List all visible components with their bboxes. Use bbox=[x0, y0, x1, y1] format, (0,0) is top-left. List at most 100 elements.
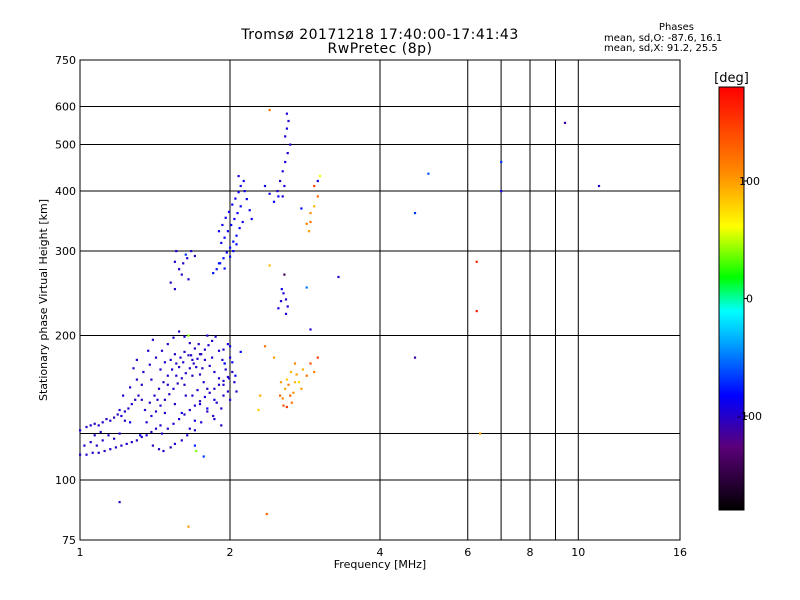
colorbar-tick-label: 0 bbox=[746, 293, 753, 306]
data-point bbox=[212, 414, 215, 418]
data-point bbox=[114, 446, 117, 449]
data-point bbox=[283, 184, 286, 188]
data-point bbox=[103, 449, 106, 453]
data-point bbox=[203, 358, 206, 361]
data-point bbox=[226, 375, 229, 379]
data-point bbox=[101, 439, 104, 442]
data-point bbox=[427, 172, 430, 175]
phase-o-stats: mean, sd,O: -87.6, 16.1 bbox=[604, 33, 723, 44]
data-point bbox=[257, 408, 260, 412]
data-point bbox=[597, 184, 601, 188]
data-point bbox=[120, 414, 123, 418]
data-point bbox=[212, 272, 215, 275]
data-point bbox=[500, 160, 503, 164]
data-point bbox=[150, 430, 153, 434]
data-point bbox=[229, 356, 232, 359]
data-point bbox=[307, 230, 311, 233]
data-point bbox=[237, 191, 240, 194]
data-point bbox=[172, 422, 175, 425]
data-point bbox=[215, 268, 218, 271]
data-point bbox=[159, 404, 162, 407]
data-point bbox=[132, 367, 135, 370]
data-point bbox=[231, 361, 234, 364]
data-point bbox=[175, 374, 178, 377]
data-point bbox=[173, 442, 176, 445]
data-point bbox=[224, 216, 227, 219]
data-point bbox=[191, 358, 194, 361]
data-point bbox=[239, 184, 242, 188]
data-point bbox=[281, 397, 284, 400]
data-point bbox=[163, 411, 166, 415]
data-point bbox=[206, 387, 209, 390]
y-tick-label: 75 bbox=[62, 534, 76, 547]
data-point bbox=[151, 338, 154, 341]
data-point bbox=[286, 305, 289, 308]
data-point bbox=[150, 414, 153, 418]
data-point bbox=[284, 160, 287, 164]
data-point bbox=[259, 394, 262, 397]
data-point bbox=[232, 240, 235, 243]
colorbar bbox=[718, 86, 745, 511]
data-point bbox=[118, 432, 121, 435]
data-point bbox=[154, 356, 158, 359]
data-point bbox=[184, 394, 187, 397]
data-point bbox=[248, 209, 251, 212]
data-point bbox=[279, 381, 283, 384]
data-point bbox=[196, 389, 199, 392]
data-point bbox=[190, 354, 193, 357]
data-point bbox=[272, 200, 276, 203]
data-point bbox=[129, 421, 132, 424]
data-point bbox=[99, 430, 102, 434]
data-point bbox=[233, 217, 236, 221]
data-point bbox=[206, 407, 209, 410]
data-point bbox=[135, 439, 138, 442]
data-point bbox=[309, 220, 312, 224]
data-point bbox=[284, 312, 288, 315]
x-tick-label: 4 bbox=[377, 546, 384, 559]
x-axis-label: Frequency [MHz] bbox=[334, 558, 426, 571]
tick-labels: 1 2 4 6 8 10 16 75 100 200 300 400 500 600 750 bbox=[55, 54, 687, 559]
data-point bbox=[198, 373, 202, 376]
data-point bbox=[213, 398, 216, 401]
data-point bbox=[220, 407, 223, 410]
chart-title: Tromsø 20171218 17:40:00-17:41:43 bbox=[241, 27, 519, 43]
data-point bbox=[109, 419, 112, 422]
data-point bbox=[198, 403, 202, 406]
data-point bbox=[176, 382, 179, 385]
data-point bbox=[160, 432, 164, 435]
data-point bbox=[196, 357, 199, 360]
data-point bbox=[83, 444, 86, 447]
data-point bbox=[186, 434, 189, 437]
data-point bbox=[226, 343, 229, 346]
data-point bbox=[159, 368, 162, 371]
data-point bbox=[289, 394, 292, 397]
data-point bbox=[172, 336, 175, 339]
data-point bbox=[200, 421, 203, 424]
data-point bbox=[183, 383, 186, 386]
data-point bbox=[282, 292, 285, 295]
data-point bbox=[235, 234, 238, 237]
data-point bbox=[145, 421, 148, 424]
data-point bbox=[178, 268, 181, 271]
chart-subtitle: RwPretec (8p) bbox=[327, 41, 433, 57]
data-point bbox=[160, 349, 164, 352]
data-point bbox=[157, 387, 161, 390]
data-point bbox=[309, 362, 312, 365]
data-point bbox=[284, 298, 288, 301]
data-point bbox=[180, 273, 183, 276]
data-point bbox=[182, 361, 185, 364]
data-point bbox=[213, 370, 216, 374]
data-point bbox=[79, 453, 82, 456]
data-point bbox=[222, 383, 225, 386]
data-point bbox=[285, 405, 288, 409]
data-point bbox=[309, 212, 312, 215]
data-point bbox=[223, 362, 226, 365]
data-point bbox=[172, 387, 175, 390]
data-point bbox=[85, 453, 88, 456]
data-point bbox=[93, 434, 96, 437]
data-point bbox=[284, 135, 287, 138]
data-point bbox=[239, 350, 242, 353]
data-point bbox=[153, 394, 156, 397]
data-point bbox=[178, 330, 181, 333]
data-point bbox=[300, 207, 303, 210]
